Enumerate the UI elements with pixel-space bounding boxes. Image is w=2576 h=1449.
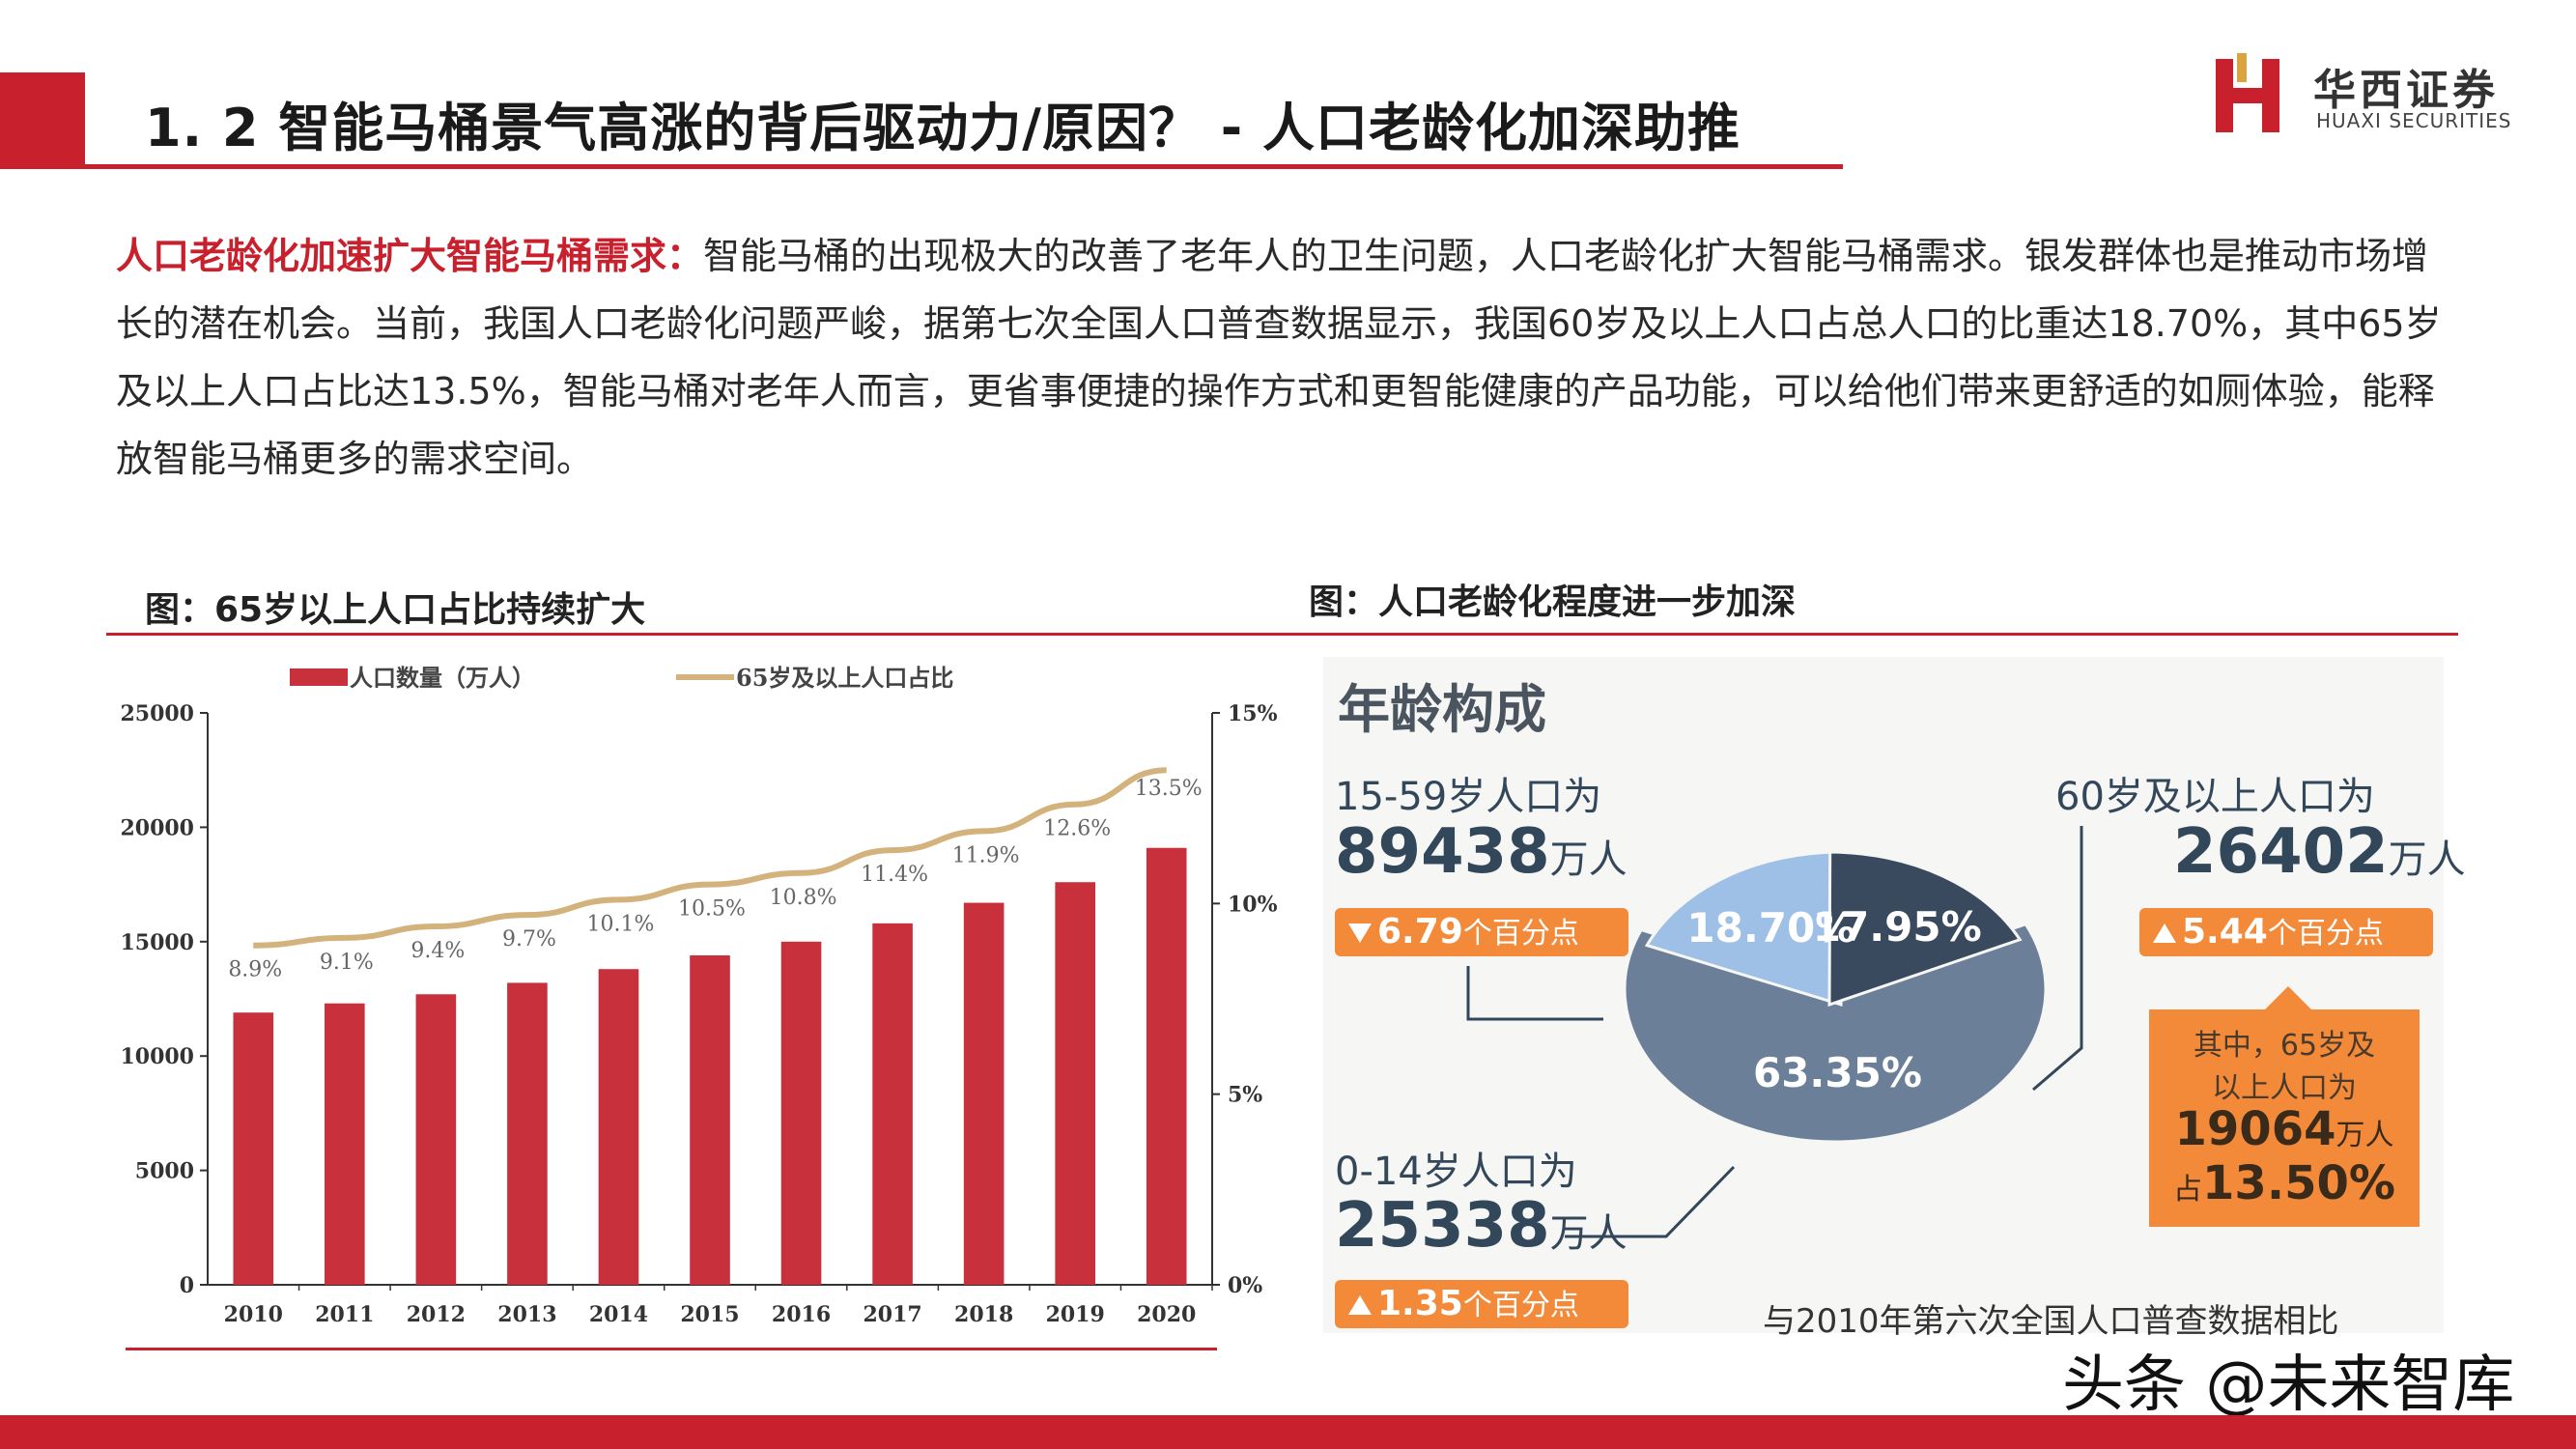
pie-slice-label: 17.95% xyxy=(1813,903,1982,951)
age-15-59-label: 15-59岁人口为 xyxy=(1335,775,1602,819)
x-tick-label: 2013 xyxy=(497,1302,556,1327)
right-y-tick-label: 0% xyxy=(1228,1273,1262,1298)
population-bar xyxy=(598,969,639,1285)
arrow-up-icon xyxy=(1348,1295,1372,1315)
age-structure-infographic: 年龄构成 15-59岁人口为 89438万人 6.79个百分点 60岁及以上人口… xyxy=(1323,657,2466,1341)
x-tick-label: 2014 xyxy=(589,1302,648,1327)
source-watermark: 头条 @未来智库 xyxy=(2062,1350,2515,1421)
age-60-plus-value: 26402万人 xyxy=(2173,816,2466,888)
age-15-59-value: 89438万人 xyxy=(1335,816,1628,888)
right-figure-title: 图：人口老龄化程度进一步加深 xyxy=(1309,582,1797,622)
leader-line-60-plus xyxy=(2032,826,2083,1092)
pie-slice xyxy=(1623,922,2048,1144)
company-logo: 华西证券 HUAXI SECURITIES xyxy=(2212,53,2531,140)
population-combo-chart: 0 5000 10000 15000 20000 25000 0% 5% 10% 15% 2010 2… xyxy=(120,664,1278,1327)
age-0-14-change-badge: 1.35个百分点 xyxy=(1335,1280,1628,1328)
population-bar xyxy=(1146,847,1187,1285)
arrow-up-icon xyxy=(2153,923,2176,943)
pie-slice-label: 18.70% xyxy=(1686,904,1855,952)
paragraph-body: 智能马桶的出现极大的改善了老年人的卫生问题，人口老龄化扩大智能马桶需求。银发群体… xyxy=(116,235,2442,480)
population-bar xyxy=(507,982,548,1285)
x-tick-label: 2020 xyxy=(1137,1302,1196,1327)
population-bar xyxy=(963,902,1005,1285)
line-data-label: 9.7% xyxy=(502,927,556,952)
line-data-label: 9.1% xyxy=(320,951,374,975)
legend-bar-swatch xyxy=(290,668,348,686)
comparison-footnote: 与2010年第六次全国人口普查数据相比 xyxy=(1763,1302,2339,1341)
page-title: 1. 2 智能马桶景气高涨的背后驱动力/原因？ - 人口老龄化加深助推 xyxy=(145,98,1741,158)
population-bar xyxy=(690,955,730,1285)
left-y-tick-label: 15000 xyxy=(120,930,194,955)
left-figure-title: 图：65岁以上人口占比持续扩大 xyxy=(145,590,646,630)
x-tick-label: 2016 xyxy=(772,1302,831,1327)
left-y-tick-label: 0 xyxy=(180,1273,194,1298)
chart-bottom-rule xyxy=(126,1348,1217,1350)
age-60-plus-change-badge: 5.44个百分点 xyxy=(2139,908,2433,956)
body-paragraph: 人口老龄化加速扩大智能马桶需求：智能马桶的出现极大的改善了老年人的卫生问题，人口… xyxy=(116,222,2453,493)
infographic-title: 年龄构成 xyxy=(1338,679,1546,740)
age-0-14-value: 25338万人 xyxy=(1335,1190,1628,1262)
population-bar xyxy=(872,923,913,1285)
pie-slice xyxy=(1827,850,2023,1008)
population-bar xyxy=(780,941,822,1285)
left-y-tick-label: 10000 xyxy=(120,1044,194,1069)
line-data-label: 11.4% xyxy=(861,863,928,887)
population-bar xyxy=(1055,882,1095,1285)
age-65-plus-callout: 其中，65岁及 以上人口为 19064万人 占13.50% xyxy=(2149,986,2420,1227)
line-data-label: 10.5% xyxy=(678,897,746,922)
left-y-tick-label: 20000 xyxy=(120,815,194,840)
population-bar xyxy=(415,994,457,1285)
logo-english-name: HUAXI SECURITIES xyxy=(2316,109,2512,132)
left-y-tick-label: 5000 xyxy=(135,1159,194,1184)
age-65-plus-value: 19064万人 xyxy=(2174,1102,2394,1156)
line-data-label: 10.1% xyxy=(587,912,655,936)
line-data-label: 9.4% xyxy=(410,939,465,963)
right-y-tick-label: 15% xyxy=(1228,701,1278,726)
leader-line-15-59 xyxy=(1466,966,1603,1021)
age-0-14-label: 0-14岁人口为 xyxy=(1335,1150,1577,1194)
line-data-label: 8.9% xyxy=(228,958,282,982)
x-tick-label: 2017 xyxy=(863,1302,921,1327)
line-data-label: 13.5% xyxy=(1135,777,1203,801)
footer-bar xyxy=(0,1415,2576,1449)
arrow-down-icon xyxy=(1348,923,1372,943)
x-tick-label: 2015 xyxy=(680,1302,739,1327)
pie-slice xyxy=(1644,850,1844,1008)
x-tick-label: 2018 xyxy=(954,1302,1013,1327)
x-tick-label: 2011 xyxy=(315,1302,374,1327)
age-15-59-change-badge: 6.79个百分点 xyxy=(1335,908,1628,956)
legend-line-label: 65岁及以上人口占比 xyxy=(736,664,953,692)
legend-bar-label: 人口数量（万人） xyxy=(350,664,535,692)
x-tick-label: 2019 xyxy=(1046,1302,1105,1327)
line-data-label: 10.8% xyxy=(770,886,837,910)
share-65-plus-line xyxy=(253,767,1167,949)
x-tick-label: 2012 xyxy=(407,1302,466,1327)
x-tick-label: 2010 xyxy=(224,1302,283,1327)
header-accent-block xyxy=(0,72,85,169)
pie-slice-label: 63.35% xyxy=(1753,1049,1922,1096)
paragraph-highlight: 人口老龄化加速扩大智能马桶需求： xyxy=(116,235,704,277)
age-65-plus-share: 占13.50% xyxy=(2173,1156,2395,1210)
age-65-plus-line2: 以上人口为 xyxy=(2212,1071,2357,1105)
line-data-label: 11.9% xyxy=(952,843,1020,867)
population-bar xyxy=(325,1003,365,1285)
right-y-tick-label: 10% xyxy=(1228,892,1278,917)
logo-chinese-name: 华西证券 xyxy=(2313,66,2499,115)
title-underline xyxy=(85,164,1843,169)
line-data-label: 12.6% xyxy=(1043,817,1111,841)
left-y-tick-label: 25000 xyxy=(120,701,194,726)
right-y-tick-label: 5% xyxy=(1228,1083,1262,1108)
huaxi-logo-icon xyxy=(2216,53,2279,132)
age-60-plus-label: 60岁及以上人口为 xyxy=(2055,775,2375,819)
population-bar xyxy=(233,1012,274,1285)
figure-title-underline xyxy=(106,633,2458,636)
age-65-plus-line1: 其中，65岁及 xyxy=(2193,1029,2376,1063)
callout-pointer xyxy=(2265,986,2311,1009)
